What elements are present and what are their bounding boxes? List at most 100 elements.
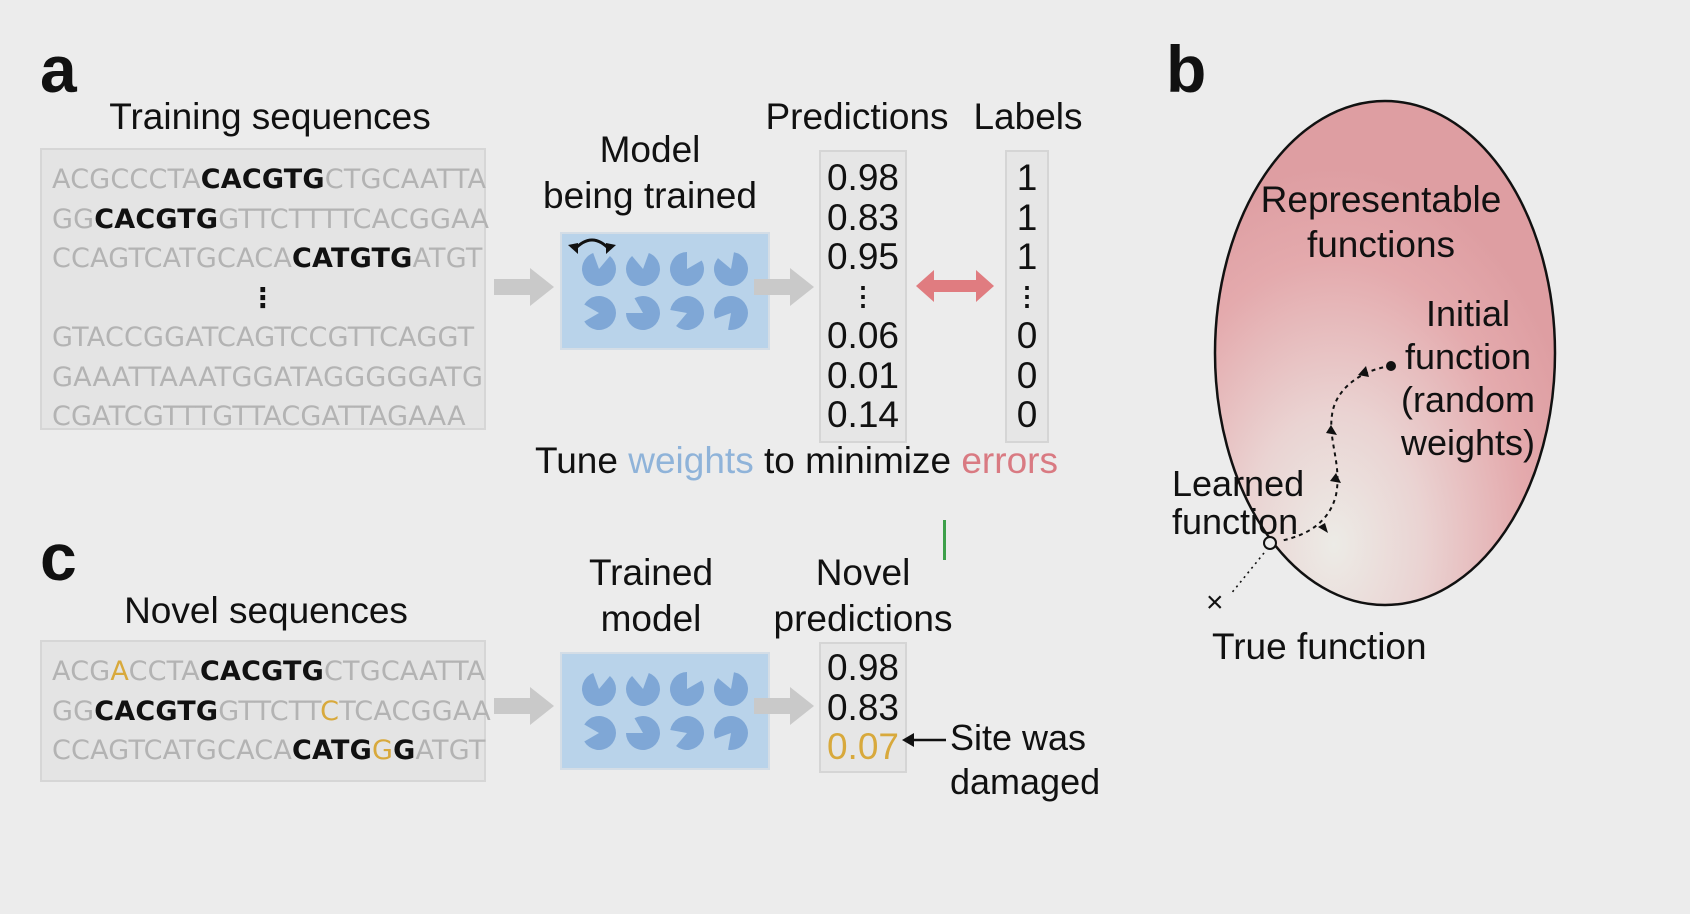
caption-part2: to minimize [753, 440, 962, 481]
function-space-diagram [1213, 99, 1557, 607]
label-value: 0 [1016, 394, 1038, 435]
training-sequence-line: GAAATTAAATGGATAGGGGGATG [52, 358, 483, 398]
label-value: 0 [1016, 354, 1038, 396]
mutated-base: G [371, 735, 394, 766]
background-segment: GG [52, 203, 95, 235]
motif-segment: CATGTG [291, 243, 413, 274]
novel-sequences-box: ACGACCTACACGTGCTGCAATTA GGCACGTGGTTCTTCTC… [40, 640, 491, 782]
training-sequence-line: CCAGTCATGCACACATGTGATGT [52, 239, 482, 279]
background-segment: ACGCCCTA [52, 164, 201, 195]
background-segment: CCTA [128, 656, 200, 687]
panel-c-letter: c [40, 520, 77, 594]
prediction-value: 0.06 [826, 315, 899, 356]
weight-dial-icon [669, 252, 704, 286]
column-ellipsis: ⋮ [850, 280, 876, 311]
caption-part1: Tune [535, 440, 629, 481]
training-sequence-line: GGCACGTGGTTCTTTTCACGGAA [52, 200, 489, 240]
training-sequence-line: ACGCCCTACACGTGCTGCAATTA [52, 160, 486, 200]
weight-dial-icon [582, 673, 617, 707]
label-value: 1 [1016, 157, 1038, 198]
weight-dial-icon [713, 672, 748, 707]
background-segment: GAAATTAAATGGATAGGGGGATG [52, 361, 484, 393]
training-sequences-title: Training sequences [109, 96, 431, 137]
motif-segment: CACGTG [94, 203, 219, 235]
background-segment: CCAGTCATGCACA [52, 735, 292, 766]
background-segment: CTGCAATTA [324, 164, 487, 195]
learned-function-line2: function [1172, 501, 1299, 542]
novel-sequence-line: GGCACGTGGTTCTTCTCACGGAA [52, 692, 491, 732]
labels-title: Labels [973, 96, 1083, 137]
true-function-marker: × [1206, 586, 1224, 619]
error-double-arrow-icon [916, 270, 994, 302]
initial-function-label: Initial function (random weights) [1388, 292, 1548, 464]
weight-dial-icon [625, 673, 660, 707]
label-value: 1 [1016, 196, 1038, 238]
panel-a-letter: a [40, 32, 77, 106]
initial-function-line: weights) [1400, 422, 1536, 463]
mutated-base: A [110, 656, 129, 687]
predictions-title: Predictions [765, 96, 949, 137]
label-value: 1 [1016, 236, 1038, 277]
damaged-pointer-arrow [902, 733, 946, 747]
representable-line1: Representable [1260, 179, 1502, 220]
training-sequence-line: GTACCGGATCAGTCCGTTCAGGT [52, 318, 474, 358]
learned-function-point [1263, 536, 1277, 550]
novel-sequence-line: ACGACCTACACGTGCTGCAATTA [52, 652, 485, 692]
arrow-to-trained-model [494, 687, 554, 725]
tuning-arc-icon [568, 238, 616, 254]
model-title-line1: Model [599, 129, 701, 170]
learned-function-line1: Learned [1172, 463, 1305, 504]
background-segment: ATGT [412, 243, 483, 274]
caption-errors: errors [961, 440, 1058, 481]
weight-dial-icon [584, 296, 617, 330]
panel-b-letter: b [1166, 32, 1207, 106]
initial-function-line: Initial [1425, 293, 1511, 334]
weight-dial-icon [713, 252, 748, 287]
novel-sequence-line: CCAGTCATGCACACATGGGATGT [52, 731, 485, 771]
weight-dial-icon [714, 295, 749, 330]
prediction-value: 0.95 [826, 236, 899, 277]
trained-model [560, 652, 770, 770]
weight-dial-icon [669, 672, 704, 706]
prediction-value: 0.83 [826, 196, 899, 238]
background-segment: CGATCGTTTGTTACGATTAGAAA [52, 401, 466, 432]
model-title-line2: being trained [543, 175, 757, 216]
weight-dial-icon [626, 296, 660, 331]
weight-dial-icon [670, 296, 705, 331]
arrow-to-novel-predictions [754, 687, 814, 725]
weight-dial-icon [670, 716, 705, 751]
model-being-trained [560, 232, 770, 350]
learning-trajectory [1279, 365, 1392, 542]
initial-function-line: function [1404, 336, 1532, 377]
novel-predictions-line2: predictions [773, 598, 953, 639]
training-sequence-line: CGATCGTTTGTTACGATTAGAAA [52, 397, 474, 437]
motif-segment: CATG [291, 735, 372, 766]
representable-functions-region [1213, 99, 1557, 607]
novel-prediction-value: 0.98 [826, 647, 899, 688]
true-function-label: True function [1212, 626, 1427, 667]
background-segment: TCACGGAA [339, 695, 491, 727]
training-sequences-box: ACGCCCTACACGTGCTGCAATTA GGCACGTGGTTCTTTTC… [40, 148, 489, 432]
tune-caption: Tune weights to minimize errors [535, 440, 1058, 482]
weight-dial-icon [584, 716, 617, 750]
weight-dial-icon [582, 253, 617, 287]
labels-column: 1 1 1 ⋮ 0 0 0 [1005, 150, 1049, 443]
representable-line2: functions [1306, 224, 1456, 265]
trained-model-line2: model [600, 598, 702, 639]
background-segment: ACG [52, 656, 111, 687]
site-damaged-line1: Site was [950, 717, 1087, 758]
weight-dial-icon [714, 715, 749, 750]
site-damaged-line2: damaged [950, 761, 1101, 802]
initial-function-line: (random [1400, 379, 1536, 420]
background-segment: CCAGTCATGCACA [52, 243, 292, 274]
prediction-value: 0.14 [826, 394, 899, 435]
prediction-value: 0.01 [826, 354, 899, 396]
background-segment: ATGT [415, 735, 486, 766]
background-segment: GTTCTTTTCACGGAA [218, 203, 490, 235]
motif-segment: G [393, 735, 416, 766]
sequence-ellipsis: ⋮ [249, 282, 277, 314]
background-segment: GTACCGGATCAGTCCGTTCAGGT [52, 322, 475, 353]
prediction-value: 0.98 [826, 157, 899, 198]
weight-dial-icon [625, 253, 660, 287]
trained-model-line1: Trained [588, 552, 714, 593]
